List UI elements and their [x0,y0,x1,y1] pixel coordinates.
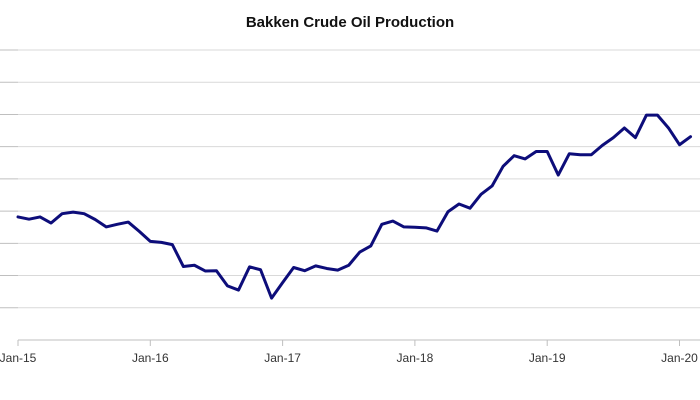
x-tick-label: Jan-15 [0,351,37,365]
x-tick-label: Jan-19 [529,351,566,365]
x-tick-label: Jan-20 [661,351,698,365]
gridlines [0,49,700,309]
x-tick-label: Jan-16 [132,351,169,365]
x-tick-label: Jan-18 [397,351,434,365]
series-layer [16,113,693,300]
x-tick-label: Jan-17 [264,351,301,365]
production-series-line [16,113,693,300]
chart-title: Bakken Crude Oil Production [246,14,454,31]
x-axis: Jan-15 Jan-16 Jan-17 Jan-18 Jan-19 Jan-20 [0,339,700,365]
